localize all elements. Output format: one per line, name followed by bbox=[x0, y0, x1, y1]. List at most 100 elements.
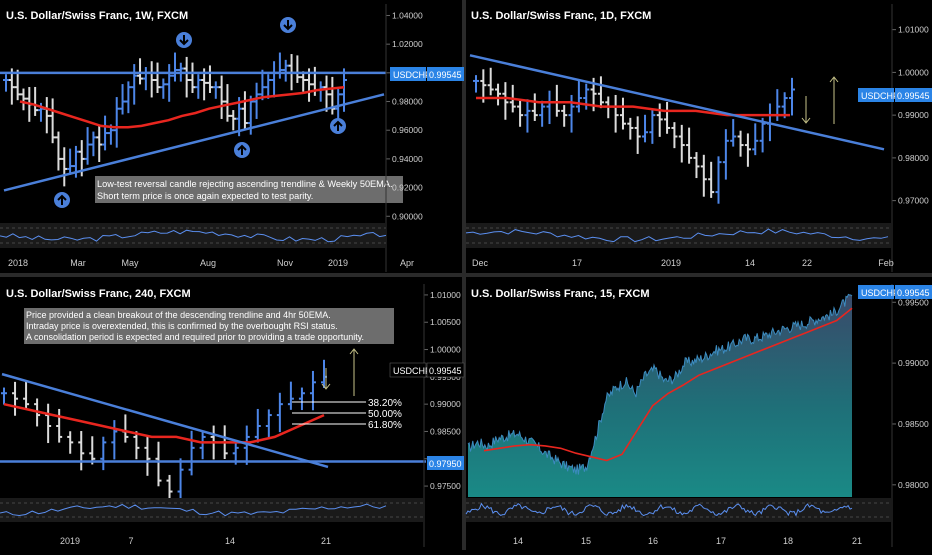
m15-time-axis[interactable]: 14 15 16 17 18 21 bbox=[513, 536, 862, 546]
m15-rsi-pane bbox=[465, 498, 892, 522]
x-tick-label: 14 bbox=[745, 258, 755, 268]
m15-chart-title: U.S. Dollar/Swiss Franc, 15, FXCM bbox=[471, 288, 650, 300]
ohlc-bar bbox=[49, 98, 56, 144]
y-tick-label: 1.00000 bbox=[430, 345, 461, 355]
y-tick-label: 1.00000 bbox=[898, 67, 929, 77]
fib-level-61: 61.80% bbox=[368, 420, 402, 431]
ohlc-bar bbox=[144, 436, 151, 476]
ohlc-bar bbox=[708, 161, 715, 198]
x-tick-label: 2019 bbox=[328, 258, 348, 268]
fibonacci-levels: 38.20% 50.00% 61.80% bbox=[292, 398, 402, 431]
weekly-note-line-2: Short term price is once again expected … bbox=[97, 191, 313, 201]
x-tick-label: 21 bbox=[852, 536, 862, 546]
ohlc-bar bbox=[619, 97, 626, 130]
x-tick-label: 16 bbox=[648, 536, 658, 546]
x-tick-label: 18 bbox=[783, 536, 793, 546]
x-tick-label: 15 bbox=[581, 536, 591, 546]
ohlc-bar bbox=[678, 124, 685, 163]
h4-ohlc-bars bbox=[1, 359, 327, 509]
daily-price-tag: USDCHF 0.99545 bbox=[858, 88, 932, 102]
ohlc-bar bbox=[300, 71, 307, 92]
weekly-rsi-pane bbox=[0, 223, 387, 248]
ohlc-bar bbox=[789, 77, 795, 116]
x-tick-label: Dec bbox=[472, 258, 489, 268]
ohlc-bar bbox=[686, 127, 693, 164]
ohlc-bar bbox=[287, 381, 294, 410]
ohlc-bar bbox=[67, 431, 74, 454]
arrow-up-icon bbox=[54, 192, 70, 208]
daily-price-tag-symbol: USDCHF bbox=[861, 91, 899, 101]
ohlc-bar bbox=[23, 381, 30, 410]
weekly-price-tag-value: 0.99545 bbox=[429, 70, 462, 80]
h4-note-box bbox=[24, 308, 394, 344]
ohlc-bar bbox=[199, 431, 206, 460]
weekly-arrow-markers bbox=[54, 17, 346, 208]
ohlc-bar bbox=[55, 131, 62, 171]
ohlc-bar bbox=[172, 52, 178, 82]
h4-rsi-pane bbox=[0, 498, 424, 522]
h4-price-tag-symbol: USDCHF bbox=[393, 366, 431, 376]
h4-price-tag: USDCHF 0.99545 bbox=[389, 362, 465, 378]
y-tick-label: 0.99000 bbox=[898, 110, 929, 120]
h4-note-line-3: A consolidation period is expected and r… bbox=[26, 332, 364, 342]
ohlc-bar bbox=[298, 387, 305, 411]
h4-chart-panel[interactable]: 38.20% 50.00% 61.80% U.S. Dollar/Swiss F… bbox=[0, 284, 465, 547]
y-tick-label: 0.99000 bbox=[898, 358, 929, 368]
rsi-background bbox=[466, 498, 892, 522]
ohlc-bar bbox=[56, 408, 63, 443]
fib-level-38: 38.20% bbox=[368, 398, 402, 409]
ohlc-bar bbox=[671, 122, 678, 149]
x-tick-label: May bbox=[121, 258, 139, 268]
ohlc-bar bbox=[693, 152, 700, 179]
x-tick-label: 14 bbox=[225, 536, 235, 546]
ascending-trendline[interactable] bbox=[3, 93, 385, 192]
x-tick-label: 2019 bbox=[661, 258, 681, 268]
ohlc-bar bbox=[188, 430, 195, 476]
m15-price-area bbox=[468, 294, 852, 497]
ohlc-bar bbox=[78, 431, 85, 471]
m15-chart-panel[interactable]: U.S. Dollar/Swiss Franc, 15, FXCM 0.9950… bbox=[465, 284, 932, 547]
weekly-time-axis[interactable]: 2018 Mar May Aug Nov 2019 Apr bbox=[8, 258, 414, 268]
y-tick-label: 1.04000 bbox=[392, 10, 423, 20]
ohlc-bar bbox=[700, 154, 707, 197]
ohlc-bar bbox=[67, 148, 74, 175]
y-tick-label: 0.98500 bbox=[898, 419, 929, 429]
descending-trendline[interactable] bbox=[469, 54, 885, 151]
ohlc-bar bbox=[133, 431, 140, 460]
h4-chart-title: U.S. Dollar/Swiss Franc, 240, FXCM bbox=[6, 288, 191, 300]
ohlc-bar bbox=[265, 409, 272, 438]
ohlc-bar bbox=[61, 147, 68, 187]
y-tick-label: 0.92000 bbox=[392, 183, 423, 193]
h4-price-tag-value: 0.99545 bbox=[429, 366, 462, 376]
x-tick-label: 14 bbox=[513, 536, 523, 546]
ohlc-bar bbox=[473, 75, 479, 93]
ohlc-bar bbox=[282, 59, 289, 82]
ohlc-bar bbox=[166, 64, 173, 102]
ohlc-bar bbox=[84, 127, 91, 165]
ohlc-bar bbox=[20, 88, 27, 111]
ohlc-bar bbox=[531, 93, 538, 121]
h4-note-line-2: Intraday price is overextended, this is … bbox=[26, 321, 338, 331]
x-tick-label: 22 bbox=[802, 258, 812, 268]
x-tick-label: 17 bbox=[572, 258, 582, 268]
m15-price-tag-symbol: USDCHF bbox=[861, 288, 899, 298]
daily-chart-panel[interactable]: U.S. Dollar/Swiss Franc, 1D, FXCM 1.0100… bbox=[465, 4, 932, 272]
weekly-note-box bbox=[95, 176, 403, 203]
h4-level-tag: 0.97950 bbox=[427, 456, 464, 470]
weekly-chart-panel[interactable]: U.S. Dollar/Swiss Franc, 1W, FXCM Low-te… bbox=[0, 4, 464, 272]
h4-time-axis[interactable]: 2019 7 14 21 bbox=[60, 536, 331, 546]
fib-level-50: 50.00% bbox=[368, 409, 402, 420]
weekly-ema-line bbox=[19, 85, 345, 129]
y-tick-label: 0.97500 bbox=[430, 481, 461, 491]
ohlc-bar bbox=[3, 74, 9, 92]
ohlc-bar bbox=[759, 117, 766, 153]
ohlc-bar bbox=[254, 408, 261, 443]
ohlc-bar bbox=[12, 381, 19, 416]
ohlc-bar bbox=[323, 75, 330, 112]
ohlc-bar bbox=[206, 65, 213, 93]
ohlc-bar bbox=[309, 370, 316, 411]
ohlc-bar bbox=[96, 125, 103, 162]
arrow-down-icon bbox=[176, 32, 192, 48]
h4-descending-trendline[interactable] bbox=[1, 372, 329, 469]
daily-time-axis[interactable]: Dec 17 2019 14 22 Feb bbox=[472, 258, 894, 268]
